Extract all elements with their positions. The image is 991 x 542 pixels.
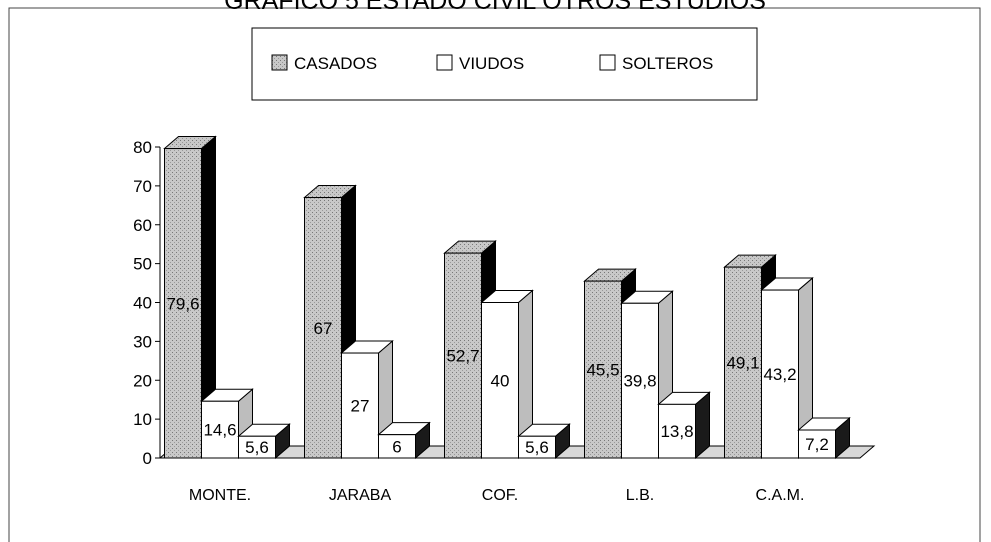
bar [761, 289, 799, 459]
bar [304, 197, 342, 459]
y-tick-label: 30 [133, 332, 152, 351]
bar [238, 435, 276, 459]
chart-title: GRAFICO 5 ESTADO CIVIL OTROS ESTUDIOS [224, 0, 766, 15]
x-tick-label: COF. [482, 487, 518, 504]
data-label: 52,7 [446, 347, 479, 366]
data-label: 49,1 [726, 354, 759, 373]
legend-swatch [599, 54, 616, 71]
bar [798, 429, 836, 459]
y-tick-label: 0 [143, 449, 152, 468]
data-label: 40 [491, 371, 510, 390]
bar [444, 252, 482, 459]
x-tick-label: L.B. [626, 487, 654, 504]
data-label: 7,2 [805, 435, 829, 454]
y-tick-label: 80 [133, 138, 152, 157]
data-label: 27 [351, 397, 370, 416]
data-label: 45,5 [586, 361, 619, 380]
legend-label: SOLTEROS [622, 54, 713, 73]
data-label: 14,6 [203, 421, 236, 440]
x-tick-label: MONTE. [189, 487, 251, 504]
y-tick-label: 70 [133, 177, 152, 196]
data-label: 39,8 [623, 372, 656, 391]
frame [8, 7, 981, 542]
legend-swatch [271, 54, 288, 71]
bar [481, 302, 519, 459]
legend-swatch [436, 54, 453, 71]
bar [201, 400, 239, 459]
y-tick-label: 20 [133, 371, 152, 390]
data-label: 5,6 [525, 438, 549, 457]
data-label: 79,6 [166, 294, 199, 313]
legend-label: CASADOS [294, 54, 377, 73]
data-label: 43,2 [763, 365, 796, 384]
bar [584, 280, 622, 459]
y-tick-label: 10 [133, 410, 152, 429]
data-label: 13,8 [660, 422, 693, 441]
bar [378, 434, 416, 459]
bar [621, 302, 659, 459]
bar [658, 403, 696, 459]
y-tick-label: 50 [133, 255, 152, 274]
y-tick-label: 60 [133, 216, 152, 235]
y-tick-label: 40 [133, 294, 152, 313]
legend [251, 27, 758, 101]
data-label: 67 [314, 319, 333, 338]
data-label: 5,6 [245, 438, 269, 457]
legend-label: VIUDOS [459, 54, 524, 73]
x-tick-label: C.A.M. [756, 487, 805, 504]
x-tick-label: JARABA [329, 487, 392, 504]
bar [341, 352, 379, 459]
bar [164, 148, 202, 459]
bar [518, 435, 556, 459]
data-label: 6 [392, 437, 401, 456]
